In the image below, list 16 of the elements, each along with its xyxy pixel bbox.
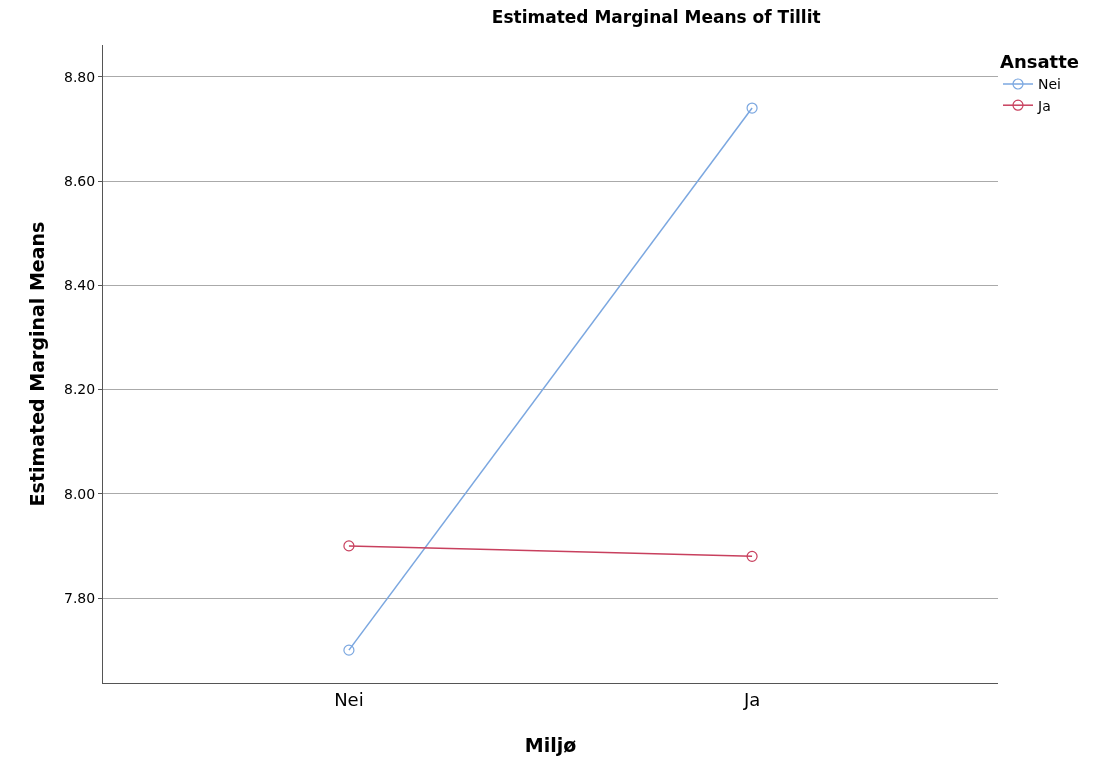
point <box>343 644 355 656</box>
y-tick-label: 8.20 <box>64 381 96 398</box>
legend-title: Ansatte <box>1000 51 1080 73</box>
y-tick-label: 8.00 <box>64 485 96 502</box>
x-axis-title: Miljø <box>524 734 577 757</box>
point <box>746 102 758 114</box>
y-tick-label: 7.80 <box>64 589 96 606</box>
y-tick-label: 8.80 <box>64 68 96 85</box>
point <box>343 540 355 552</box>
legend-label: Nei <box>1038 76 1061 93</box>
chart-title: Estimated Marginal Means of Tillit <box>491 7 821 28</box>
point <box>746 550 758 562</box>
y-tick-label: 8.60 <box>64 172 96 189</box>
y-tick-label: 8.40 <box>64 277 96 294</box>
legend-label: Ja <box>1037 97 1051 114</box>
y-axis-title: Estimated Marginal Means <box>25 221 48 507</box>
